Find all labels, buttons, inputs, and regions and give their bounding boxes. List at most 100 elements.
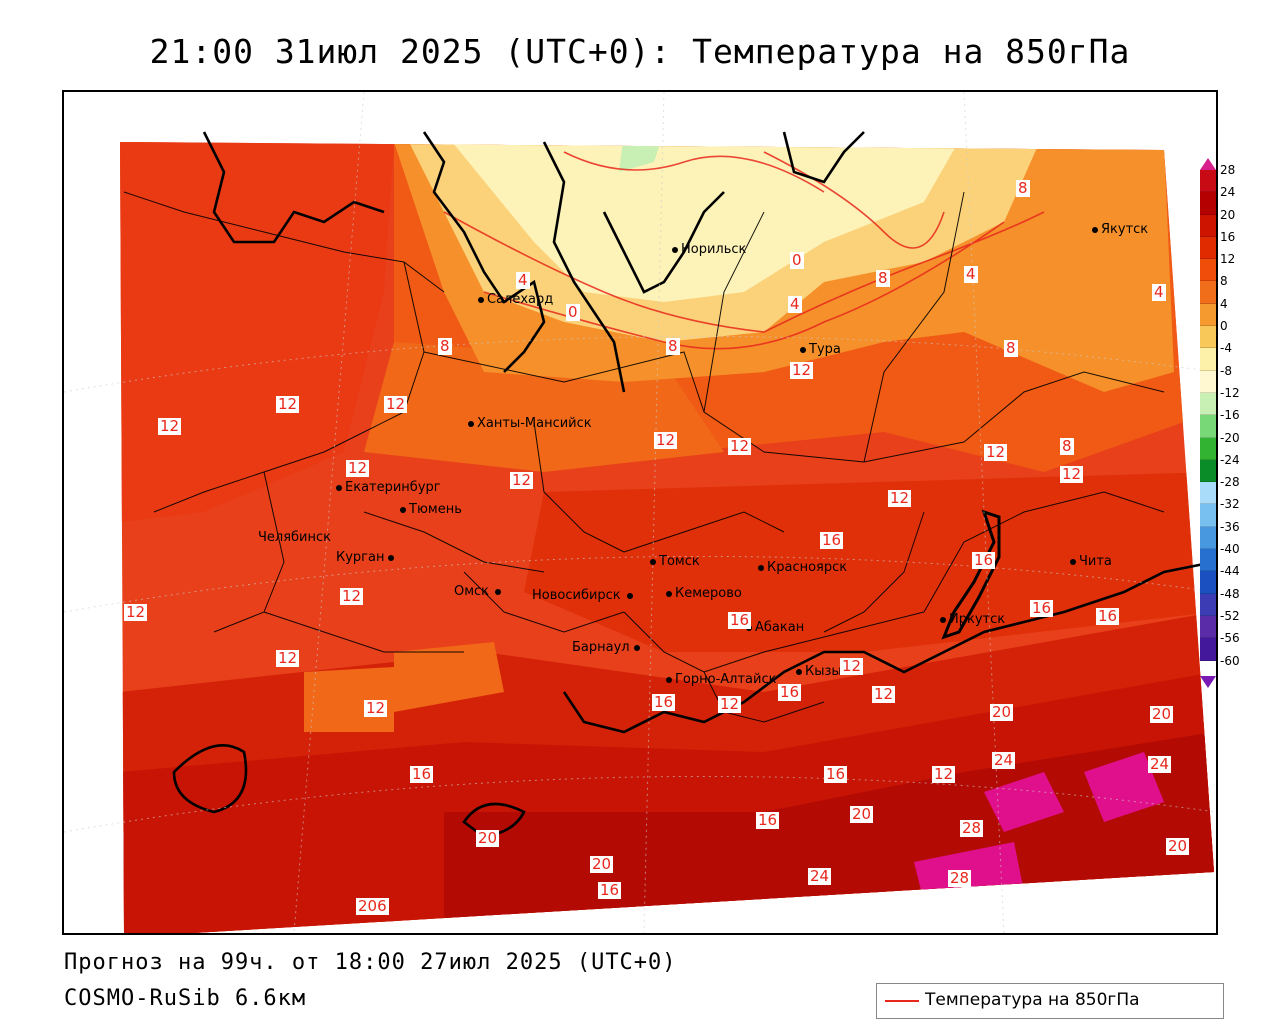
legend-box: Температура на 850гПа — [876, 983, 1224, 1019]
contour-label: 12 — [872, 685, 896, 703]
colorbar-tick: 20 — [1220, 207, 1236, 222]
colorbar-bottom-arrow-icon — [1200, 676, 1216, 688]
colorbar-tick: -28 — [1220, 475, 1240, 490]
colorbar-segment — [1200, 281, 1216, 304]
city-salekhard: Салехард — [478, 292, 553, 307]
city-tura: Тура — [800, 342, 841, 357]
contour-label: 12 — [654, 431, 678, 449]
contour-label: 24 — [808, 867, 832, 885]
city-dot-icon — [796, 668, 802, 675]
colorbar-segment — [1200, 415, 1216, 438]
city-dot-icon — [666, 676, 672, 683]
colorbar-tick: -48 — [1220, 586, 1240, 601]
contour-label: 20 — [990, 703, 1014, 721]
city-dot-icon — [666, 590, 672, 597]
contour-label: 24 — [1148, 755, 1172, 773]
city-omsk: Омск — [454, 584, 504, 599]
city-dot-icon — [495, 588, 502, 595]
contour-label: 4 — [516, 271, 530, 289]
temperature-map: Норильск Якутск Салехард Тура Ханты-Манс… — [62, 90, 1218, 935]
colorbar-segment — [1200, 392, 1216, 416]
colorbar-segment — [1200, 504, 1216, 527]
colorbar-tick: -60 — [1220, 653, 1240, 668]
colorbar-segment — [1200, 549, 1216, 572]
colorbar-segment — [1200, 571, 1216, 594]
contour-label: 12 — [346, 459, 370, 477]
city-kurgan: Курган — [336, 550, 397, 565]
contour-label: 12 — [276, 649, 300, 667]
city-novosibirsk: Новосибирск — [532, 588, 636, 603]
colorbar-tick: -40 — [1220, 542, 1240, 557]
contour-label: 12 — [1060, 465, 1084, 483]
colorbar-segment — [1200, 526, 1216, 550]
city-dot-icon — [672, 246, 678, 253]
legend-line-icon — [885, 1000, 919, 1002]
city-dot-icon — [940, 616, 946, 623]
colorbar-tick: 16 — [1220, 229, 1236, 244]
city-tomsk: Томск — [650, 554, 700, 569]
colorbar-segment — [1200, 459, 1216, 483]
city-dot-icon — [478, 296, 484, 303]
contour-label: 12 — [364, 699, 388, 717]
contour-label: 8 — [876, 269, 890, 287]
colorbar-tick: -32 — [1220, 497, 1240, 512]
contour-label: 12 — [158, 417, 182, 435]
colorbar-tick: 24 — [1220, 185, 1236, 200]
city-abakan: Абакан — [746, 620, 804, 635]
colorbar-segment — [1200, 214, 1216, 237]
city-kemerovo: Кемерово — [666, 586, 742, 601]
colorbar-ticks: 28 24 20 16 12 8 4 0 -4 -8 -12 -16 -20 -… — [1220, 163, 1240, 683]
contour-label: 12 — [124, 603, 148, 621]
contour-label: 8 — [1004, 339, 1018, 357]
contour-label: 8 — [1016, 179, 1030, 197]
colorbar-tick: -36 — [1220, 519, 1240, 534]
contour-label: 12 — [932, 765, 956, 783]
city-gorno-altaysk: Горно-Алтайск — [666, 672, 776, 687]
colorbar-segment — [1200, 482, 1216, 505]
city-dot-icon — [336, 484, 342, 491]
contour-label: 16 — [1096, 607, 1120, 625]
colorbar-segment — [1200, 326, 1216, 349]
colorbar-tick: -12 — [1220, 385, 1240, 400]
contour-label: 24 — [992, 751, 1016, 769]
colorbar-tick: 12 — [1220, 252, 1236, 267]
forecast-info: Прогноз на 99ч. от 18:00 27июл 2025 (UTC… — [64, 950, 677, 975]
colorbar-tick: -20 — [1220, 430, 1240, 445]
city-yekaterinburg: Екатеринбург — [336, 480, 441, 495]
contour-label: 12 — [888, 489, 912, 507]
contour-label: 16 — [820, 531, 844, 549]
colorbar-segment — [1200, 593, 1216, 616]
city-dot-icon — [650, 558, 656, 565]
city-krasnoyarsk: Красноярск — [758, 560, 847, 575]
contour-label: 8 — [438, 337, 452, 355]
colorbar-tick: -56 — [1220, 631, 1240, 646]
colorbar-tick: 28 — [1220, 163, 1236, 177]
contour-label: 12 — [510, 471, 534, 489]
colorbar-segment — [1200, 259, 1216, 282]
contour-label: 12 — [276, 395, 300, 413]
map-canvas — [64, 92, 1216, 933]
city-dot-icon — [758, 564, 764, 571]
contour-label: 206 — [356, 897, 389, 915]
contour-label: 16 — [1030, 599, 1054, 617]
contour-label: 16 — [410, 765, 434, 783]
contour-label: 12 — [790, 361, 814, 379]
model-name: COSMO-RuSib 6.6км — [64, 986, 307, 1011]
contour-label: 20 — [850, 805, 874, 823]
colorbar-segment — [1200, 638, 1216, 661]
city-irkutsk: Иркутск — [940, 612, 1005, 627]
contour-label: 16 — [598, 881, 622, 899]
colorbar-tick: -8 — [1220, 363, 1232, 378]
contour-label: 4 — [788, 295, 802, 313]
contour-label: 16 — [652, 693, 676, 711]
city-barnaul: Барнаул — [572, 640, 643, 655]
contour-label: 0 — [790, 251, 804, 269]
colorbar-tick: 4 — [1220, 296, 1228, 311]
city-dot-icon — [633, 644, 640, 651]
contour-label: 8 — [666, 337, 680, 355]
colorbar-segment — [1200, 192, 1216, 215]
colorbar-tick: -44 — [1220, 564, 1240, 579]
colorbar-tick: -4 — [1220, 341, 1232, 356]
colorbar-tick: -24 — [1220, 452, 1240, 467]
colorbar — [1200, 170, 1216, 661]
